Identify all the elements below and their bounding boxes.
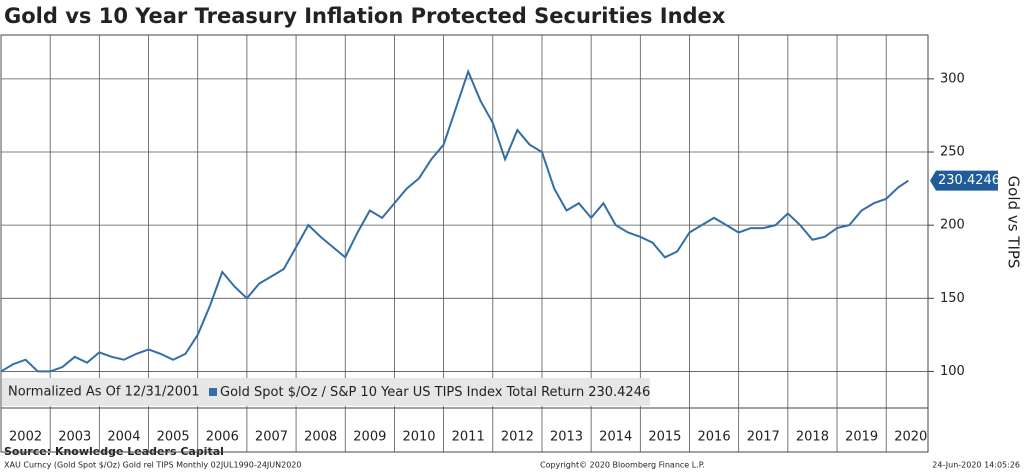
y-axis-label: Gold vs TIPS bbox=[1005, 176, 1023, 269]
x-tick-label: 2007 bbox=[255, 430, 288, 445]
y-tick-label: 250 bbox=[940, 145, 965, 160]
x-tick-label: 2019 bbox=[845, 430, 878, 445]
legend-box bbox=[2, 378, 650, 406]
chart-title: Gold vs 10 Year Treasury Inflation Prote… bbox=[4, 4, 726, 28]
x-tick-label: 2020 bbox=[894, 430, 927, 445]
x-tick-label: 2002 bbox=[9, 430, 42, 445]
x-tick-label: 2008 bbox=[304, 430, 337, 445]
x-tick-label: 2004 bbox=[107, 430, 140, 445]
x-tick-label: 2005 bbox=[157, 430, 190, 445]
last-value-tag bbox=[930, 170, 998, 191]
x-tick-label: 2014 bbox=[599, 430, 632, 445]
x-tick-label: 2009 bbox=[353, 430, 386, 445]
x-tick-label: 2012 bbox=[501, 430, 534, 445]
y-tick-label: 300 bbox=[940, 71, 965, 86]
x-tick-label: 2006 bbox=[206, 430, 239, 445]
timestamp: 24-Jun-2020 14:05:26 bbox=[932, 461, 1020, 470]
x-tick-label: 2010 bbox=[402, 430, 435, 445]
legend-value: 230.4246 bbox=[588, 385, 650, 400]
x-tick-label: 2003 bbox=[58, 430, 91, 445]
last-value-label: 230.4246 bbox=[938, 173, 1000, 188]
y-tick-label: 150 bbox=[940, 291, 965, 306]
legend: Normalized As Of 12/31/2001 Gold Spot $/O… bbox=[2, 378, 650, 406]
copyright: Copyright© 2020 Bloomberg Finance L.P. bbox=[540, 461, 705, 470]
legend-note: Normalized As Of 12/31/2001 bbox=[8, 385, 200, 400]
legend-swatch bbox=[209, 388, 217, 396]
y-tick-label: 100 bbox=[940, 364, 965, 379]
data-line bbox=[0, 68, 909, 373]
legend-series-name: Gold Spot $/Oz / S&P 10 Year US TIPS Ind… bbox=[220, 385, 584, 400]
x-tick-label: 2013 bbox=[550, 430, 583, 445]
x-tick-label: 2017 bbox=[747, 430, 780, 445]
x-tick-label: 2011 bbox=[452, 430, 485, 445]
x-tick-label: 2015 bbox=[648, 430, 681, 445]
footer-left: XAU Curncy (Gold Spot $/Oz) Gold rel TIP… bbox=[4, 461, 301, 470]
x-tick-label: 2018 bbox=[796, 430, 829, 445]
y-tick-label: 200 bbox=[940, 218, 965, 233]
x-tick-label: 2016 bbox=[698, 430, 731, 445]
legend-label: Gold Spot $/Oz / S&P 10 Year US TIPS Ind… bbox=[220, 385, 650, 400]
